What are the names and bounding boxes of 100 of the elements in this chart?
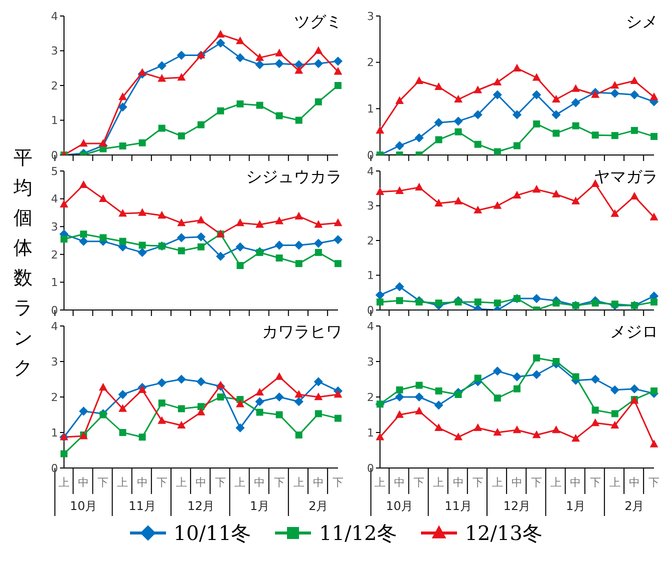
point (610, 88, 620, 98)
point (198, 121, 204, 128)
point (435, 387, 442, 394)
point (454, 116, 463, 126)
point (512, 64, 522, 72)
point (474, 140, 482, 148)
text: 10月 (70, 499, 98, 513)
x-tick-label: 上 (58, 476, 70, 489)
x-tick-label: 上 (609, 476, 620, 489)
point (474, 423, 482, 432)
point (414, 76, 424, 84)
point (376, 432, 384, 440)
point (236, 53, 245, 62)
point (514, 142, 520, 150)
point (512, 110, 522, 120)
point (376, 298, 384, 306)
point (610, 80, 620, 89)
point (118, 102, 128, 112)
point (493, 201, 502, 209)
point (334, 414, 342, 422)
legend-label: 12/13冬 (464, 520, 542, 546)
point (119, 142, 126, 150)
point (630, 192, 639, 200)
point (314, 248, 322, 256)
point (276, 254, 283, 262)
point (217, 107, 224, 114)
point (532, 294, 542, 304)
y-tick-label: 5 (51, 164, 58, 178)
point (294, 240, 304, 250)
point (414, 182, 424, 190)
point (314, 220, 323, 228)
point (590, 374, 600, 384)
point (138, 68, 146, 76)
point (216, 252, 226, 261)
point (98, 382, 108, 391)
point (435, 300, 442, 307)
point (572, 434, 580, 442)
point (294, 390, 304, 398)
point (294, 66, 304, 74)
point (276, 112, 283, 120)
point (532, 90, 542, 100)
point (454, 196, 462, 204)
point (256, 220, 264, 228)
point (314, 46, 323, 54)
text: 1月 (566, 499, 586, 513)
point (256, 102, 264, 109)
chart-title: ツグミ (294, 12, 342, 33)
point (474, 206, 482, 214)
y-tick-label: 2 (51, 390, 58, 404)
point (650, 298, 658, 306)
x-tick-label: 上 (117, 476, 128, 489)
point (295, 116, 302, 124)
point (493, 78, 502, 86)
point (610, 420, 620, 429)
point (512, 190, 522, 198)
point (610, 209, 620, 217)
point (532, 430, 541, 438)
point (236, 218, 244, 226)
x-tick-label: 中 (570, 476, 582, 489)
y-tick-label: 0 (51, 462, 58, 475)
point (314, 98, 322, 106)
point (334, 67, 342, 75)
point (630, 384, 639, 394)
text: 12月 (187, 499, 215, 513)
point (552, 300, 560, 307)
point (98, 194, 108, 202)
point (236, 423, 245, 432)
text: 11月 (128, 499, 156, 513)
point (494, 394, 501, 402)
x-tick-label: 上 (293, 476, 304, 489)
point (474, 374, 482, 382)
point (119, 238, 126, 245)
point (572, 84, 580, 92)
y-tick-label: 0 (367, 304, 374, 317)
y-tick-label: 1 (367, 269, 374, 282)
point (414, 392, 424, 402)
point (395, 282, 404, 292)
point (512, 372, 522, 382)
point (80, 230, 88, 238)
y-axis-title: 平均個体数ランク (14, 146, 32, 381)
point (434, 118, 444, 128)
point (572, 373, 580, 380)
point (396, 386, 404, 394)
point (395, 186, 404, 194)
x-tick-label: 上 (550, 476, 562, 489)
point (492, 366, 502, 376)
point (295, 431, 302, 438)
point (60, 450, 68, 458)
point (275, 216, 284, 224)
y-tick-label: 3 (51, 220, 58, 234)
point (454, 298, 462, 306)
point (650, 440, 658, 448)
x-tick-label: 上 (374, 476, 386, 489)
point (414, 406, 424, 414)
point (334, 218, 342, 226)
point (314, 392, 323, 400)
y-tick-label: 0 (51, 304, 58, 317)
point (196, 408, 206, 416)
y-tick-label: 4 (367, 320, 374, 333)
point (158, 124, 166, 132)
